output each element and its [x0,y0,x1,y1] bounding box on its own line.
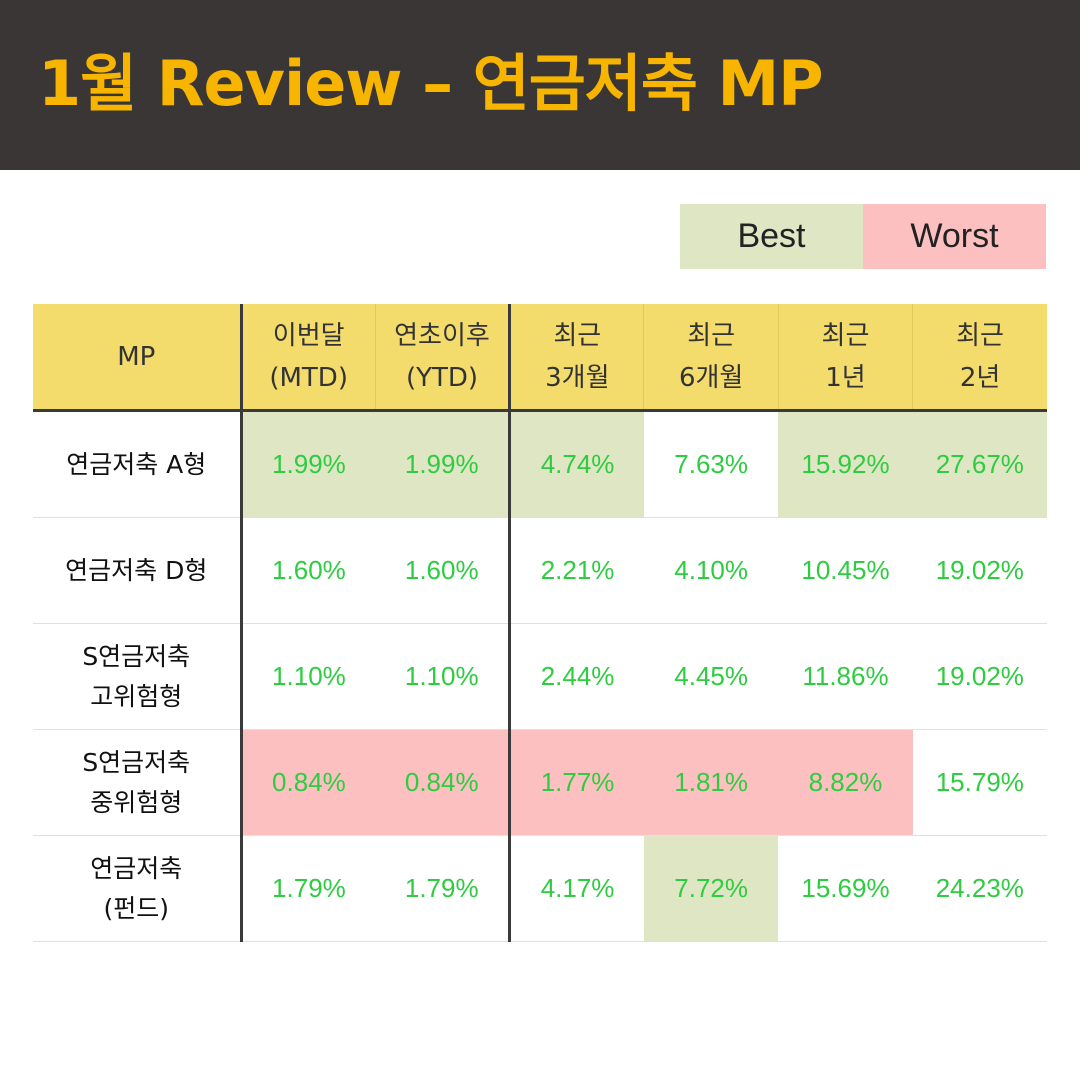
column-header-line1: 최근 [553,320,602,351]
mp-name-cell: 연금저축 A형 [33,410,243,518]
value-cell-1y: 15.69% [778,835,913,942]
column-header-mtd: 이번달 (MTD) [241,304,376,412]
value-cell-ytd: 1.10% [375,623,512,730]
column-header-line1: 최근 [821,320,870,351]
value-cell-6m: 4.45% [643,623,779,730]
value-cell-ytd: 0.84% [375,729,512,836]
mp-name-line1: 연금저축 A형 [66,449,207,479]
value-cell-ytd: 1.60% [375,517,512,624]
mp-name-cell: 연금저축 (펀드) [33,835,243,942]
column-header-line1: 최근 [956,320,1004,351]
mp-name-line1: 연금저축 [90,853,183,883]
value-cell-mtd: 1.10% [241,623,376,730]
column-header-6m: 최근 6개월 [643,304,779,412]
value-cell-3m: 2.44% [509,623,644,730]
value-cell-mtd: 1.79% [241,835,376,942]
value-cell-3m: 2.21% [509,517,644,624]
column-header-line1: 이번달 [272,320,345,351]
column-header-2y: 최근 2년 [912,304,1047,412]
value-cell-6m: 1.81% [643,729,779,836]
column-header-line1: 최근 [687,320,736,351]
table-row: 연금저축 A형 1.99% 1.99% 4.74% 7.63% 15.92% 2… [33,410,1047,518]
value-cell-mtd: 1.99% [241,410,376,518]
mp-name-cell: 연금저축 D형 [33,517,243,624]
mp-name-line1: S연금저축 [82,747,191,777]
mp-name-line1: S연금저축 [82,641,191,671]
value-cell-2y: 24.23% [912,835,1047,942]
value-cell-2y: 15.79% [912,729,1047,836]
value-cell-6m: 7.63% [643,410,779,518]
column-header-line1: 연초이후 [394,320,490,351]
mp-name-cell: S연금저축 중위험형 [33,729,243,836]
column-header-1y: 최근 1년 [778,304,914,412]
value-cell-1y: 11.86% [778,623,913,730]
mp-name-line2: 중위험형 [90,787,183,817]
mp-name-line1: 연금저축 D형 [65,555,208,585]
value-cell-ytd: 1.99% [375,410,512,518]
value-cell-6m: 7.72% [643,835,779,942]
value-cell-3m: 1.77% [509,729,644,836]
value-cell-1y: 10.45% [778,517,913,624]
column-header-ytd: 연초이후 (YTD) [375,304,512,412]
mp-name-line2: (펀드) [103,893,169,923]
column-header-line2: (YTD) [405,362,479,393]
column-header-mp: MP [33,304,243,412]
value-cell-mtd: 1.60% [241,517,376,624]
performance-table: MP 이번달 (MTD) 연초이후 (YTD) 최근 3개월 최근 6개월 최근… [33,304,1047,942]
column-header-line2: 3개월 [545,362,610,393]
table-row: S연금저축 중위험형 0.84% 0.84% 1.77% 1.81% 8.82%… [33,729,1047,836]
table-row: 연금저축 D형 1.60% 1.60% 2.21% 4.10% 10.45% 1… [33,517,1047,624]
value-cell-1y: 8.82% [778,729,913,836]
value-cell-6m: 4.10% [643,517,779,624]
column-header-line2: (MTD) [269,362,348,393]
legend-best: Best [680,204,863,269]
mp-name-line2: 고위험형 [90,681,183,711]
column-header-line2: 6개월 [678,362,744,393]
column-header-line2: 2년 [959,362,1001,393]
column-header-line2: 1년 [825,362,866,393]
mp-name-cell: S연금저축 고위험형 [33,623,243,730]
column-header-mp-label: MP [117,341,156,372]
header-bar: 1월 Review – 연금저축 MP [0,0,1080,170]
legend-worst: Worst [863,204,1046,269]
table-header-row: MP 이번달 (MTD) 연초이후 (YTD) 최근 3개월 최근 6개월 최근… [33,304,1047,412]
value-cell-mtd: 0.84% [241,729,376,836]
page-title: 1월 Review – 연금저축 MP [38,47,824,120]
column-header-3m: 최근 3개월 [509,304,645,412]
table-row: 연금저축 (펀드) 1.79% 1.79% 4.17% 7.72% 15.69%… [33,835,1047,942]
value-cell-2y: 19.02% [912,517,1047,624]
value-cell-1y: 15.92% [778,410,913,518]
value-cell-2y: 19.02% [912,623,1047,730]
legend: Best Worst [680,204,1046,269]
value-cell-3m: 4.17% [509,835,644,942]
value-cell-3m: 4.74% [509,410,644,518]
value-cell-2y: 27.67% [912,410,1047,518]
table-row: S연금저축 고위험형 1.10% 1.10% 2.44% 4.45% 11.86… [33,623,1047,730]
value-cell-ytd: 1.79% [375,835,512,942]
